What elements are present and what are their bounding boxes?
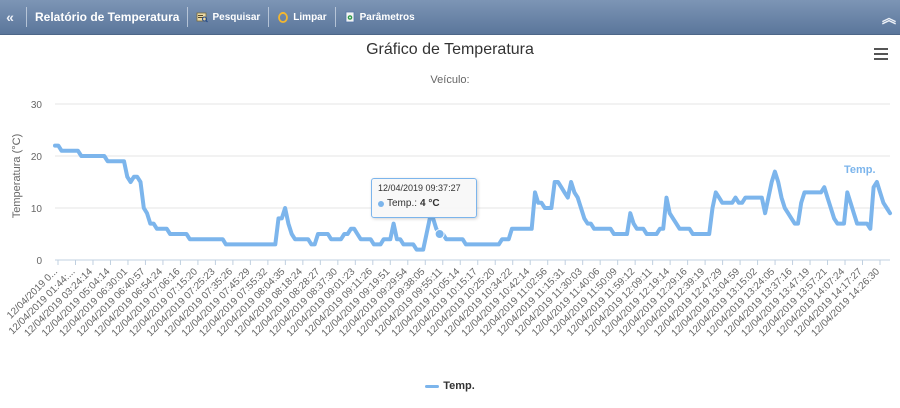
chart-legend[interactable]: Temp. bbox=[0, 380, 900, 392]
y-tick-label: 10 bbox=[31, 204, 43, 215]
parameters-button[interactable]: Parâmetros bbox=[342, 11, 417, 23]
parameters-icon bbox=[344, 11, 356, 23]
collapse-panel-button[interactable]: « bbox=[0, 0, 20, 35]
tooltip-value: 4 °C bbox=[420, 198, 440, 209]
y-tick-label: 0 bbox=[36, 256, 42, 267]
hamburger-menu-icon[interactable] bbox=[874, 48, 888, 60]
search-button[interactable]: Pesquisar bbox=[194, 11, 262, 23]
double-chevron-up-icon: ︽ bbox=[882, 9, 896, 26]
toolbar-divider bbox=[26, 7, 27, 27]
chart-title: Gráfico de Temperatura bbox=[366, 41, 534, 58]
toolbar-divider bbox=[187, 7, 189, 27]
tooltip-label: Temp.: bbox=[387, 198, 418, 209]
y-tick-label: 20 bbox=[31, 152, 43, 163]
double-chevron-left-icon: « bbox=[6, 9, 14, 25]
legend-label: Temp. bbox=[443, 380, 475, 392]
series-end-label: Temp. bbox=[844, 164, 876, 176]
series-line-temp bbox=[53, 143, 892, 252]
report-toolbar: « Relatório de Temperatura Pesquisar Lim… bbox=[0, 0, 900, 35]
search-report-icon bbox=[196, 11, 209, 23]
tooltip-date: 12/04/2019 09:37:27 bbox=[378, 183, 461, 193]
clear-icon bbox=[277, 11, 289, 23]
toolbar-divider bbox=[268, 7, 270, 27]
y-tick-label: 30 bbox=[31, 100, 43, 111]
clear-button-label: Limpar bbox=[293, 11, 327, 23]
toolbar-divider bbox=[334, 7, 336, 27]
legend-swatch bbox=[425, 384, 440, 388]
collapse-up-button[interactable]: ︽ bbox=[882, 0, 896, 35]
tooltip-series-dot bbox=[378, 200, 384, 207]
chart-subtitle: Veículo: bbox=[430, 74, 470, 86]
parameters-button-label: Parâmetros bbox=[359, 11, 415, 23]
report-title: Relatório de Temperatura bbox=[35, 10, 180, 24]
clear-button[interactable]: Limpar bbox=[275, 11, 328, 23]
chart-tooltip: 12/04/2019 09:37:27 Temp.: 4 °C bbox=[371, 178, 477, 218]
temperature-chart: Gráfico de Temperatura Veículo: 0 10 20 30 … bbox=[0, 36, 900, 403]
y-axis-label: Temperatura (°C) bbox=[11, 134, 23, 218]
search-button-label: Pesquisar bbox=[212, 11, 261, 23]
hover-marker bbox=[434, 229, 445, 239]
